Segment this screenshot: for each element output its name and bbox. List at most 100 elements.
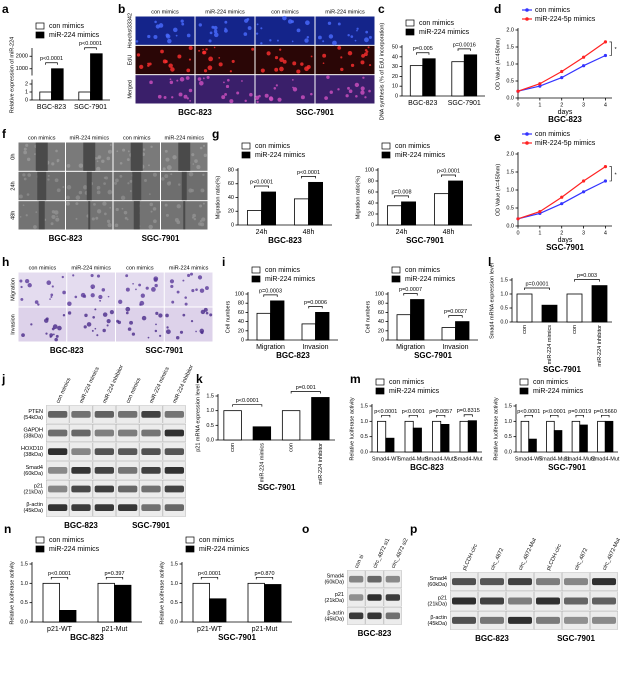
blot-band [367, 575, 382, 583]
legend-swatch [251, 266, 261, 274]
cell-dot [114, 181, 118, 185]
cell-dot [360, 86, 365, 91]
cell-dot [282, 59, 287, 64]
cell-dot [127, 150, 130, 153]
significance-mark: * [614, 47, 617, 53]
cell-dot [178, 183, 181, 186]
blot-band [349, 594, 364, 601]
cell-dot [119, 174, 123, 178]
cell-dot [176, 79, 179, 82]
p-value: p=0.0027 [444, 309, 467, 315]
point [581, 179, 586, 183]
cell-dot [227, 78, 230, 82]
cell-dot [195, 288, 198, 291]
cell-dot [209, 31, 213, 35]
cell-dot [203, 69, 208, 73]
cell-dot [187, 273, 191, 278]
cell-dot [198, 23, 202, 27]
cell-dot [155, 311, 159, 315]
cell-dot [182, 279, 185, 282]
line-series [517, 54, 606, 92]
p-value: p<0.0001 [297, 170, 320, 176]
cell-dot [91, 329, 94, 332]
blot-band [48, 504, 68, 512]
cell-dot [201, 217, 206, 222]
cell-dot [33, 225, 37, 229]
cell-dot [191, 289, 195, 293]
cell-dot [139, 64, 144, 70]
cell-dot [184, 302, 188, 306]
bar [566, 293, 583, 323]
cell-dot [348, 89, 353, 94]
point [560, 76, 564, 80]
x-tick-label: p21-WT [197, 626, 223, 633]
bar [377, 420, 387, 453]
cell-dot [56, 160, 59, 163]
cell-dot [25, 214, 28, 217]
image-cell [164, 307, 213, 342]
cell-dot [354, 39, 357, 42]
significance-bracket [448, 315, 463, 318]
cell-dot [170, 67, 175, 72]
cell-dot [56, 215, 58, 218]
cell-dot [218, 62, 223, 67]
legend-label: miR-224 mimics [405, 276, 456, 283]
cell-dot [132, 282, 134, 285]
line-series [517, 41, 606, 92]
cell-dot [196, 165, 201, 170]
cell-dot [161, 177, 165, 181]
p-value: p=0.0006 [304, 300, 327, 306]
legend-swatch [519, 387, 529, 395]
x-tick-label: Smad4-WT [372, 456, 400, 462]
blot-band [508, 578, 532, 586]
x-tick-label: Migration [396, 344, 425, 351]
cell-dot [208, 39, 212, 43]
cell-dot [35, 211, 38, 213]
cell-dot [337, 88, 340, 91]
bar [396, 314, 411, 341]
blot-band [71, 429, 91, 437]
cell-dot [96, 209, 102, 214]
point [560, 69, 564, 74]
cell-dot [199, 146, 203, 150]
cell-dot [125, 311, 129, 315]
cell-dot [178, 92, 183, 97]
bar [223, 410, 242, 441]
row-label: p21 [335, 592, 344, 598]
cell-dot [96, 166, 101, 172]
cell-dot [275, 84, 278, 87]
y-axis-label: Relative luciferase activity [349, 397, 355, 461]
blot-band [94, 410, 114, 418]
x-tick-label: 2 [560, 230, 563, 236]
cell-dot [106, 219, 111, 224]
x-tick-label: miR-224 mimics [547, 325, 553, 365]
x-tick-label: p21-Mut [252, 626, 278, 633]
image-cell [315, 45, 375, 75]
point [538, 84, 542, 88]
blot-band [536, 597, 560, 605]
p-value: p<0.0001 [48, 571, 71, 577]
point [603, 179, 608, 183]
blot-band [71, 485, 91, 493]
cell-dot [120, 195, 126, 201]
blot-band [164, 504, 184, 512]
cell-dot [118, 299, 123, 304]
x-tick-label: 24h [256, 229, 268, 236]
legend-swatch [525, 17, 529, 21]
image-cell [67, 272, 115, 307]
blot-band [367, 612, 382, 620]
row-label: HOXD10 [21, 446, 43, 452]
cell-dot [202, 144, 206, 147]
y-tick-label: 50 [392, 44, 398, 50]
bar [301, 323, 316, 341]
significance-bracket [394, 195, 409, 198]
cell-dot [126, 158, 130, 162]
x-tick-label: 24h [396, 229, 408, 236]
row-label: Hoechst33342 [127, 13, 133, 48]
row-size: (38kDa) [23, 452, 43, 458]
cell-dot [131, 332, 136, 336]
cell-dot [304, 66, 309, 72]
cell-dot [45, 332, 48, 335]
cell-dot [56, 188, 61, 193]
y-tick-label: 0.0 [206, 437, 214, 443]
